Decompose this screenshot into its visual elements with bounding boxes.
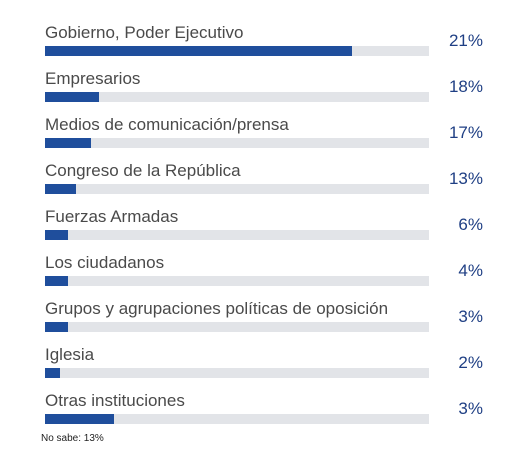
- bar: [45, 184, 76, 194]
- footnote: No sabe: 13%: [41, 433, 104, 444]
- value-label: 6%: [458, 215, 483, 234]
- category-label: Otras instituciones: [45, 391, 185, 410]
- bar-row: Gobierno, Poder Ejecutivo 21%: [0, 22, 511, 68]
- category-label: Empresarios: [45, 69, 141, 88]
- bar: [45, 46, 352, 56]
- bar-row: Empresarios 18%: [0, 68, 511, 114]
- category-label: Los ciudadanos: [45, 253, 165, 272]
- bar: [45, 230, 68, 240]
- bar: [45, 322, 68, 332]
- value-label: 3%: [458, 307, 483, 326]
- value-label: 4%: [458, 261, 483, 280]
- bar-row: Iglesia 2%: [0, 344, 511, 390]
- category-label: Grupos y agrupaciones políticas de oposi…: [45, 299, 389, 318]
- category-label: Congreso de la República: [45, 161, 241, 180]
- bar-track: [45, 92, 429, 102]
- value-label: 18%: [448, 77, 483, 96]
- bar-row: Congreso de la República 13%: [0, 160, 511, 206]
- bar-row: Medios de comunicación/prensa 17%: [0, 114, 511, 160]
- bar-track: [45, 46, 429, 56]
- bar-row: Los ciudadanos 4%: [0, 252, 511, 298]
- value-label: 17%: [448, 123, 483, 142]
- bar: [45, 276, 68, 286]
- category-label: Iglesia: [45, 345, 95, 364]
- bar: [45, 414, 114, 424]
- value-label: 13%: [448, 169, 483, 188]
- category-label: Medios de comunicación/prensa: [45, 115, 289, 134]
- bar-track: [45, 230, 429, 240]
- bar-row: Grupos y agrupaciones políticas de oposi…: [0, 298, 511, 344]
- value-label: 2%: [458, 353, 483, 372]
- bar-track: [45, 276, 429, 286]
- bar-row: Otras instituciones 3%: [0, 390, 511, 436]
- bar-row: Fuerzas Armadas 6%: [0, 206, 511, 252]
- bar-track: [45, 322, 429, 332]
- category-label: Gobierno, Poder Ejecutivo: [45, 23, 244, 42]
- bar-track: [45, 368, 429, 378]
- bar-track: [45, 184, 429, 194]
- bar: [45, 138, 91, 148]
- value-label: 21%: [448, 31, 483, 50]
- bar-track: [45, 414, 429, 424]
- bar-track: [45, 138, 429, 148]
- bar: [45, 92, 99, 102]
- bar: [45, 368, 60, 378]
- category-label: Fuerzas Armadas: [45, 207, 179, 226]
- value-label: 3%: [458, 399, 483, 418]
